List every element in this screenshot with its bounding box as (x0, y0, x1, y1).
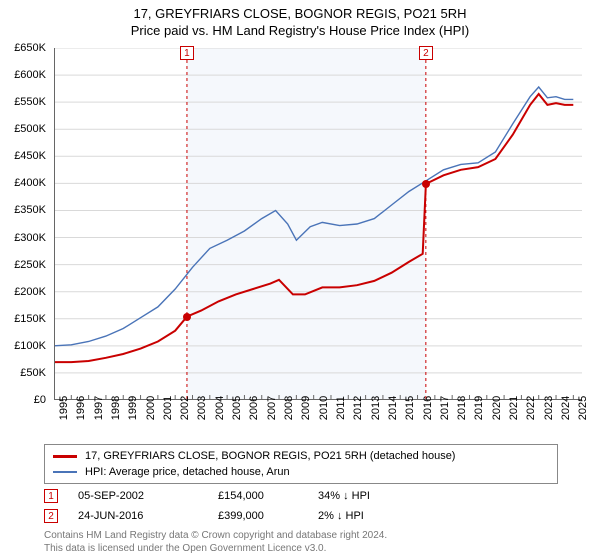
x-tick-label: 2000 (145, 396, 157, 420)
footer: Contains HM Land Registry data © Crown c… (44, 530, 387, 555)
x-tick-label: 2025 (577, 396, 589, 420)
legend-row: 17, GREYFRIARS CLOSE, BOGNOR REGIS, PO21… (53, 448, 549, 464)
x-tick-label: 2021 (508, 396, 520, 420)
y-tick-label: £550K (14, 96, 46, 108)
y-tick-label: £650K (14, 42, 46, 54)
x-tick-label: 2023 (543, 396, 555, 420)
x-tick-label: 2019 (473, 396, 485, 420)
x-tick-label: 2011 (335, 396, 347, 420)
marker-price: £154,000 (218, 490, 318, 502)
legend-row: HPI: Average price, detached house, Arun (53, 464, 549, 480)
x-tick-label: 1998 (110, 396, 122, 420)
x-tick-label: 1999 (127, 396, 139, 420)
chart-marker-dot (422, 180, 430, 188)
x-tick-label: 2004 (214, 396, 226, 420)
marker-num-box: 1 (44, 489, 58, 503)
y-tick-label: £200K (14, 286, 46, 298)
x-tick-label: 2010 (318, 396, 330, 420)
y-tick-label: £500K (14, 123, 46, 135)
legend-swatch-property (53, 455, 77, 458)
marker-diff: 2% ↓ HPI (318, 510, 438, 522)
x-tick-label: 2018 (456, 396, 468, 420)
legend-swatch-hpi (53, 471, 77, 473)
chart-container: 17, GREYFRIARS CLOSE, BOGNOR REGIS, PO21… (0, 0, 600, 560)
marker-price: £399,000 (218, 510, 318, 522)
x-tick-label: 2007 (266, 396, 278, 420)
y-tick-label: £350K (14, 204, 46, 216)
y-tick-label: £0 (34, 394, 46, 406)
x-tick-label: 2014 (387, 396, 399, 420)
chart-marker-box: 2 (419, 46, 433, 60)
marker-date: 24-JUN-2016 (78, 510, 218, 522)
marker-date: 05-SEP-2002 (78, 490, 218, 502)
y-tick-label: £100K (14, 340, 46, 352)
x-tick-label: 2017 (439, 396, 451, 420)
x-tick-label: 2012 (352, 396, 364, 420)
y-axis-labels: £0£50K£100K£150K£200K£250K£300K£350K£400… (0, 48, 50, 400)
x-tick-label: 2003 (196, 396, 208, 420)
marker-row: 2 24-JUN-2016 £399,000 2% ↓ HPI (44, 506, 558, 526)
footer-line1: Contains HM Land Registry data © Crown c… (44, 530, 387, 543)
y-tick-label: £50K (20, 367, 46, 379)
x-tick-label: 2002 (179, 396, 191, 420)
x-tick-label: 2013 (370, 396, 382, 420)
chart-svg (54, 48, 582, 400)
x-tick-label: 2020 (491, 396, 503, 420)
footer-line2: This data is licensed under the Open Gov… (44, 543, 387, 556)
marker-num-box: 2 (44, 509, 58, 523)
marker-diff: 34% ↓ HPI (318, 490, 438, 502)
marker-table: 1 05-SEP-2002 £154,000 34% ↓ HPI 2 24-JU… (44, 486, 558, 526)
x-tick-label: 2016 (422, 396, 434, 420)
title-line1: 17, GREYFRIARS CLOSE, BOGNOR REGIS, PO21… (0, 6, 600, 21)
x-tick-label: 2024 (560, 396, 572, 420)
legend-label-property: 17, GREYFRIARS CLOSE, BOGNOR REGIS, PO21… (85, 450, 455, 462)
x-tick-label: 2008 (283, 396, 295, 420)
chart-marker-dot (183, 313, 191, 321)
x-tick-label: 2005 (231, 396, 243, 420)
chart-marker-box: 1 (180, 46, 194, 60)
title-line2: Price paid vs. HM Land Registry's House … (0, 23, 600, 38)
legend: 17, GREYFRIARS CLOSE, BOGNOR REGIS, PO21… (44, 444, 558, 484)
y-tick-label: £250K (14, 259, 46, 271)
x-tick-label: 1996 (75, 396, 87, 420)
x-tick-label: 2015 (404, 396, 416, 420)
legend-label-hpi: HPI: Average price, detached house, Arun (85, 466, 290, 478)
x-tick-label: 2009 (300, 396, 312, 420)
x-tick-label: 1997 (93, 396, 105, 420)
x-tick-label: 2006 (248, 396, 260, 420)
title-block: 17, GREYFRIARS CLOSE, BOGNOR REGIS, PO21… (0, 0, 600, 38)
y-tick-label: £300K (14, 232, 46, 244)
y-tick-label: £450K (14, 150, 46, 162)
x-tick-label: 2022 (525, 396, 537, 420)
marker-row: 1 05-SEP-2002 £154,000 34% ↓ HPI (44, 486, 558, 506)
y-tick-label: £400K (14, 177, 46, 189)
x-axis-labels: 1995199619971998199920002001200220032004… (54, 404, 582, 444)
chart-plot-area: 12 (54, 48, 582, 400)
x-tick-label: 2001 (162, 396, 174, 420)
y-tick-label: £150K (14, 313, 46, 325)
y-tick-label: £600K (14, 69, 46, 81)
x-tick-label: 1995 (58, 396, 70, 420)
